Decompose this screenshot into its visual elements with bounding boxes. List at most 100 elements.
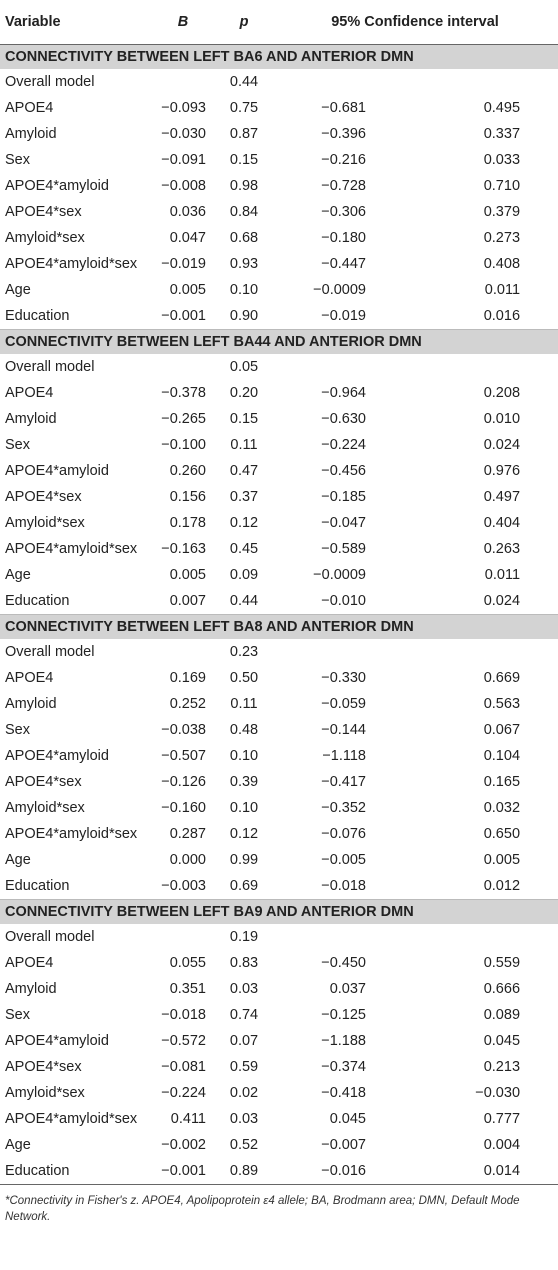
ci-upper-cell: 0.650 xyxy=(483,826,521,842)
ci-lower-cell: −0.330 xyxy=(321,670,366,686)
b-cell: 0.047 xyxy=(169,230,206,246)
table-row: APOE4*amyloid 0.260 0.47 −0.456 0.976 xyxy=(0,458,558,484)
ci-upper-cell: 0.165 xyxy=(483,774,521,790)
variable-cell: APOE4*sex xyxy=(5,204,82,220)
ci-lower-cell: −0.144 xyxy=(321,722,366,738)
variable-cell: Sex xyxy=(5,722,30,738)
variable-cell: Education xyxy=(0,1158,150,1185)
ci-upper-cell: 0.033 xyxy=(483,152,521,168)
p-cell: 0.89 xyxy=(216,1158,272,1185)
p-cell: 0.68 xyxy=(229,230,259,246)
p-cell: 0.75 xyxy=(229,100,259,116)
p-cell: 0.10 xyxy=(229,800,259,816)
variable-cell: APOE4*amyloid xyxy=(5,748,109,764)
table-row: Amyloid 0.252 0.11 −0.059 0.563 xyxy=(0,691,558,717)
variable-cell: APOE4*amyloid*sex xyxy=(5,541,138,557)
table-row: APOE4*amyloid*sex 0.411 0.03 0.045 0.777 xyxy=(0,1106,558,1132)
p-cell: 0.44 xyxy=(229,593,259,609)
table-body: CONNECTIVITY BETWEEN LEFT BA6 AND ANTERI… xyxy=(0,44,558,1185)
ci-lower-cell: −0.0009 xyxy=(313,282,366,298)
ci-lower-cell: −0.059 xyxy=(321,696,366,712)
b-cell xyxy=(150,924,216,950)
b-cell: 0.178 xyxy=(169,515,206,531)
p-cell: 0.05 xyxy=(229,359,259,375)
p-cell: 0.69 xyxy=(229,878,259,894)
table-row: APOE4*amyloid*sex −0.163 0.45 −0.589 0.263 xyxy=(0,536,558,562)
table-row: Amyloid*sex 0.047 0.68 −0.180 0.273 xyxy=(0,225,558,251)
ci-upper-cell: 0.710 xyxy=(483,178,521,194)
variable-cell: Amyloid*sex xyxy=(5,230,85,246)
variable-cell: Age xyxy=(5,282,31,298)
variable-cell: Overall model xyxy=(5,359,95,375)
ci-upper-cell: 0.010 xyxy=(483,411,521,427)
ci-lower-cell: −0.396 xyxy=(321,126,366,142)
b-cell: −0.019 xyxy=(161,256,206,272)
variable-cell: APOE4*amyloid xyxy=(5,463,109,479)
b-cell: −0.001 xyxy=(161,308,206,324)
header-p: p xyxy=(216,0,272,45)
ci-lower-cell: −0.630 xyxy=(321,411,366,427)
p-cell: 0.52 xyxy=(229,1137,259,1153)
p-cell: 0.11 xyxy=(230,437,258,453)
variable-cell: Overall model xyxy=(5,644,95,660)
ci-lower-cell: −0.016 xyxy=(272,1158,378,1185)
p-cell: 0.87 xyxy=(229,126,259,142)
table-row: Overall model 0.44 xyxy=(0,69,558,95)
variable-cell: APOE4 xyxy=(5,955,54,971)
ci-lower-cell: −0.728 xyxy=(321,178,366,194)
ci-lower-cell: −1.118 xyxy=(322,748,366,764)
ci-upper-cell: 0.011 xyxy=(484,567,521,583)
variable-cell: Sex xyxy=(5,1007,30,1023)
variable-cell: Overall model xyxy=(5,929,95,945)
section-header-row: CONNECTIVITY BETWEEN LEFT BA9 AND ANTERI… xyxy=(0,899,558,924)
p-cell: 0.20 xyxy=(229,385,259,401)
ci-upper-cell: 0.408 xyxy=(483,256,521,272)
section-title: CONNECTIVITY BETWEEN LEFT BA9 AND ANTERI… xyxy=(0,899,558,924)
variable-cell: APOE4 xyxy=(5,100,54,116)
variable-cell: Amyloid xyxy=(5,696,57,712)
ci-lower-cell: −0.450 xyxy=(321,955,366,971)
b-cell: −0.265 xyxy=(161,411,206,427)
p-cell: 0.44 xyxy=(229,74,259,90)
ci-upper-cell: 0.666 xyxy=(483,981,521,997)
b-cell: 0.055 xyxy=(169,955,206,971)
ci-upper-cell: 0.032 xyxy=(483,800,521,816)
b-cell: 0.287 xyxy=(169,826,206,842)
ci-upper-cell: 0.379 xyxy=(483,204,521,220)
b-cell: −0.100 xyxy=(161,437,206,453)
header-confidence-interval: 95% Confidence interval xyxy=(272,0,558,45)
variable-cell: APOE4*amyloid xyxy=(5,1033,109,1049)
ci-lower-cell: −0.019 xyxy=(321,308,366,324)
table-row: APOE4 −0.378 0.20 −0.964 0.208 xyxy=(0,380,558,406)
ci-lower-cell: −0.185 xyxy=(321,489,366,505)
p-cell: 0.90 xyxy=(229,308,259,324)
b-cell: 0.260 xyxy=(169,463,206,479)
b-cell: −0.008 xyxy=(161,178,206,194)
ci-lower-cell: −0.352 xyxy=(321,800,366,816)
ci-upper-cell: 0.067 xyxy=(483,722,521,738)
ci-lower-cell: −0.964 xyxy=(321,385,366,401)
variable-cell: APOE4*sex xyxy=(5,489,82,505)
variable-cell: APOE4*amyloid*sex xyxy=(5,826,138,842)
variable-cell: Amyloid xyxy=(5,981,57,997)
b-cell: 0.169 xyxy=(169,670,206,686)
ci-upper-cell: 0.404 xyxy=(483,515,521,531)
p-cell: 0.99 xyxy=(229,852,259,868)
ci-upper-cell: 0.976 xyxy=(483,463,521,479)
b-cell: 0.007 xyxy=(169,593,206,609)
ci-upper-cell: 0.024 xyxy=(483,437,521,453)
table-row: Sex −0.018 0.74 −0.125 0.089 xyxy=(0,1002,558,1028)
ci-upper-cell: 0.104 xyxy=(483,748,521,764)
variable-cell: Amyloid xyxy=(5,411,57,427)
ci-lower-cell xyxy=(272,924,378,950)
table-row: Education −0.001 0.90 −0.019 0.016 xyxy=(0,303,558,330)
p-cell: 0.84 xyxy=(229,204,259,220)
b-cell: 0.411 xyxy=(170,1111,206,1127)
ci-upper-cell: 0.497 xyxy=(483,489,521,505)
p-cell: 0.15 xyxy=(229,411,259,427)
table-row: Overall model 0.23 xyxy=(0,639,558,665)
ci-lower-cell xyxy=(272,354,378,380)
table-row: Age −0.002 0.52 −0.007 0.004 xyxy=(0,1132,558,1158)
p-cell: 0.09 xyxy=(229,567,259,583)
table-row: Age 0.000 0.99 −0.005 0.005 xyxy=(0,847,558,873)
